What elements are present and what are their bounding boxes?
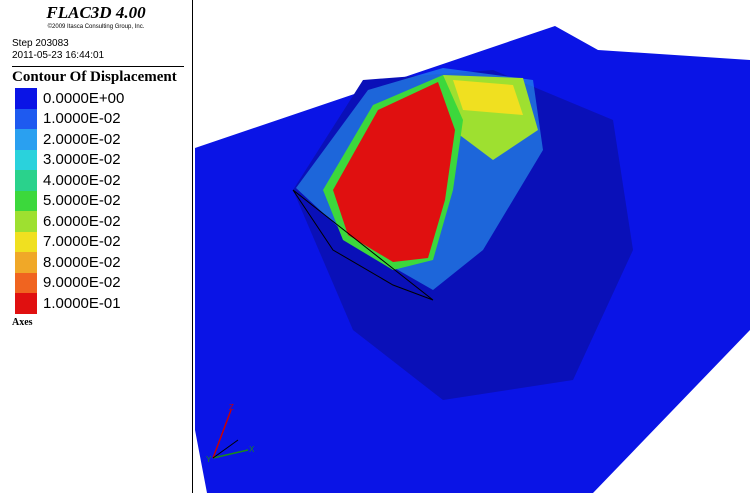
legend-label: 4.0000E-02 [43,171,121,189]
legend-label: 7.0000E-02 [43,233,121,251]
legend-item: 1.0000E-01 [15,293,124,314]
legend-swatch [15,88,37,109]
legend-label: 8.0000E-02 [43,253,121,271]
axis-label: Z [229,403,234,412]
legend-swatch [15,231,37,252]
legend-swatch [15,272,37,293]
red-zone [333,82,455,262]
model-view: Z X Y [195,26,750,493]
legend-label: 0.0000E+00 [43,89,125,107]
divider [12,66,184,67]
legend-item: 0.0000E+00 [15,88,124,109]
legend-label: 1.0000E-01 [43,294,121,312]
axes-title: Axes [12,317,33,328]
legend-swatch [15,108,37,129]
legend-swatch [15,129,37,150]
legend-item: 2.0000E-02 [15,129,124,150]
y-axis-arrow [212,439,239,459]
legend-item: 6.0000E-02 [15,211,124,232]
legend-swatch [15,293,37,314]
legend-swatch [15,190,37,211]
app-title: FLAC3D 4.00 [46,3,146,22]
legend-label: 2.0000E-02 [43,130,121,148]
legend-swatch [15,170,37,191]
axis-label: X [249,445,255,454]
legend-title: Contour Of Displacement [12,69,177,85]
legend-item: 9.0000E-02 [15,272,124,293]
axis-label: Y [206,455,212,464]
z-axis-arrow [212,409,232,459]
legend-swatch [15,252,37,273]
legend-label: 9.0000E-02 [43,274,121,292]
scarp-line [292,189,434,301]
legend-item: 1.0000E-02 [15,108,124,129]
legend-item: 3.0000E-02 [15,149,124,170]
legend-item: 4.0000E-02 [15,170,124,191]
copyright: ©2009 Itasca Consulting Group, Inc. [47,24,145,30]
legend-item: 5.0000E-02 [15,190,124,211]
legend-label: 3.0000E-02 [43,151,121,169]
legend-label: 1.0000E-02 [43,110,121,128]
x-axis-arrow [212,449,249,459]
legend-swatch [15,149,37,170]
legend-items: 0.0000E+00 1.0000E-02 2.0000E-02 3.0000E-02… [15,88,124,314]
legend-panel: FLAC3D 4.00 ©2009 Itasca Consulting Grou… [0,0,193,493]
step: Step 203083 [12,38,69,49]
legend-item: 8.0000E-02 [15,252,124,273]
legend-item: 7.0000E-02 [15,231,124,252]
yellow-core [453,80,523,115]
legend-label: 6.0000E-02 [43,212,121,230]
legend-swatch [15,211,37,232]
timestamp: 2011-05-23 16:44:01 [12,50,105,61]
legend-label: 5.0000E-02 [43,192,121,210]
